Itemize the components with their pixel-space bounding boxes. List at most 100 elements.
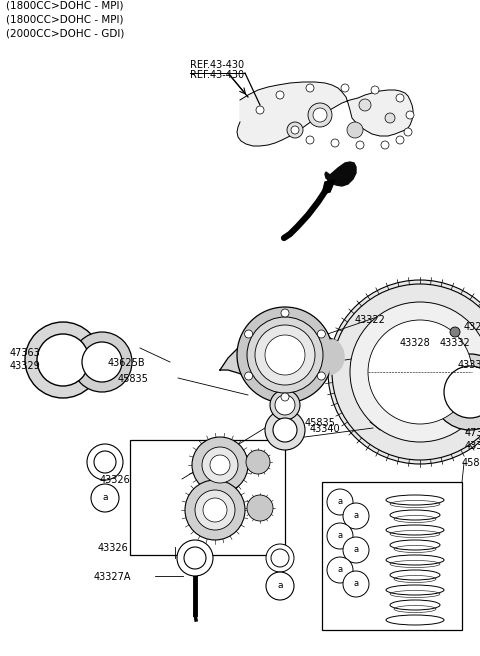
Circle shape bbox=[271, 549, 289, 567]
Circle shape bbox=[328, 280, 480, 464]
Text: 45835: 45835 bbox=[305, 418, 336, 428]
Text: a: a bbox=[337, 497, 343, 506]
Circle shape bbox=[247, 495, 273, 521]
Circle shape bbox=[359, 99, 371, 111]
Circle shape bbox=[270, 390, 300, 420]
Circle shape bbox=[275, 395, 295, 415]
Circle shape bbox=[396, 136, 404, 144]
Text: 43331T: 43331T bbox=[458, 360, 480, 370]
Circle shape bbox=[237, 307, 333, 403]
Circle shape bbox=[195, 490, 235, 530]
Circle shape bbox=[265, 410, 305, 450]
Circle shape bbox=[273, 418, 297, 442]
Circle shape bbox=[184, 547, 206, 569]
Circle shape bbox=[247, 317, 323, 393]
Circle shape bbox=[317, 372, 325, 380]
Text: 43625B: 43625B bbox=[108, 358, 145, 368]
Polygon shape bbox=[330, 340, 344, 375]
Text: 43329: 43329 bbox=[10, 361, 41, 371]
Circle shape bbox=[341, 84, 349, 92]
Circle shape bbox=[317, 330, 325, 338]
Circle shape bbox=[87, 444, 123, 480]
Circle shape bbox=[343, 571, 369, 597]
Circle shape bbox=[94, 451, 116, 473]
Circle shape bbox=[203, 498, 227, 522]
Circle shape bbox=[91, 484, 119, 512]
Text: 43340: 43340 bbox=[310, 424, 341, 434]
Circle shape bbox=[306, 136, 314, 144]
Circle shape bbox=[281, 309, 289, 317]
Circle shape bbox=[327, 523, 353, 549]
Circle shape bbox=[381, 141, 389, 149]
Polygon shape bbox=[325, 162, 356, 186]
Circle shape bbox=[332, 284, 480, 460]
Text: REF.43-430: REF.43-430 bbox=[190, 70, 244, 80]
Text: 43213: 43213 bbox=[464, 322, 480, 332]
Circle shape bbox=[371, 86, 379, 94]
Circle shape bbox=[396, 94, 404, 102]
Text: 45835: 45835 bbox=[118, 374, 149, 384]
Circle shape bbox=[331, 139, 339, 147]
Text: 43329: 43329 bbox=[465, 441, 480, 451]
Circle shape bbox=[308, 103, 332, 127]
Circle shape bbox=[72, 332, 132, 392]
Text: (1800CC>DOHC - MPI): (1800CC>DOHC - MPI) bbox=[6, 14, 124, 24]
Bar bbox=[322, 482, 462, 630]
Circle shape bbox=[245, 372, 252, 380]
Bar bbox=[130, 440, 285, 555]
Polygon shape bbox=[237, 82, 413, 146]
Circle shape bbox=[368, 320, 472, 424]
Circle shape bbox=[256, 106, 264, 114]
Circle shape bbox=[432, 354, 480, 430]
Text: 43322: 43322 bbox=[355, 315, 386, 325]
Circle shape bbox=[265, 335, 305, 375]
Text: 45842A: 45842A bbox=[462, 458, 480, 468]
Circle shape bbox=[25, 322, 101, 398]
Circle shape bbox=[313, 108, 327, 122]
Circle shape bbox=[192, 437, 248, 493]
Circle shape bbox=[210, 455, 230, 475]
Text: 47363: 47363 bbox=[10, 348, 41, 358]
Circle shape bbox=[266, 544, 294, 572]
Text: a: a bbox=[102, 493, 108, 502]
Circle shape bbox=[246, 450, 270, 474]
Circle shape bbox=[202, 447, 238, 483]
Text: a: a bbox=[337, 565, 343, 575]
Text: 43326: 43326 bbox=[98, 543, 129, 553]
Text: a: a bbox=[337, 531, 343, 541]
Polygon shape bbox=[322, 180, 335, 194]
Text: 43328: 43328 bbox=[400, 338, 431, 348]
Circle shape bbox=[185, 480, 245, 540]
Text: (1800CC>DOHC - MPI): (1800CC>DOHC - MPI) bbox=[6, 0, 124, 10]
Circle shape bbox=[343, 503, 369, 529]
Circle shape bbox=[444, 366, 480, 418]
Circle shape bbox=[327, 489, 353, 515]
Circle shape bbox=[350, 302, 480, 442]
Circle shape bbox=[82, 342, 122, 382]
Circle shape bbox=[347, 122, 363, 138]
Text: a: a bbox=[277, 581, 283, 590]
Circle shape bbox=[450, 327, 460, 337]
Circle shape bbox=[356, 141, 364, 149]
Text: 47363: 47363 bbox=[465, 428, 480, 438]
Circle shape bbox=[245, 330, 252, 338]
Circle shape bbox=[37, 334, 89, 386]
Circle shape bbox=[306, 84, 314, 92]
Circle shape bbox=[404, 128, 412, 136]
Text: 43327A: 43327A bbox=[94, 572, 132, 582]
Circle shape bbox=[255, 325, 315, 385]
Circle shape bbox=[327, 557, 353, 583]
Text: a: a bbox=[353, 546, 359, 554]
Text: 43332: 43332 bbox=[440, 338, 471, 348]
Circle shape bbox=[291, 126, 299, 134]
Circle shape bbox=[177, 540, 213, 576]
Circle shape bbox=[281, 393, 289, 401]
Text: (2000CC>DOHC - GDI): (2000CC>DOHC - GDI) bbox=[6, 28, 125, 38]
Text: a: a bbox=[353, 579, 359, 588]
Circle shape bbox=[287, 122, 303, 138]
Circle shape bbox=[385, 113, 395, 123]
Circle shape bbox=[406, 111, 414, 119]
Text: REF.43-430: REF.43-430 bbox=[190, 60, 244, 70]
Text: 43326: 43326 bbox=[100, 475, 131, 485]
Text: a: a bbox=[353, 512, 359, 520]
